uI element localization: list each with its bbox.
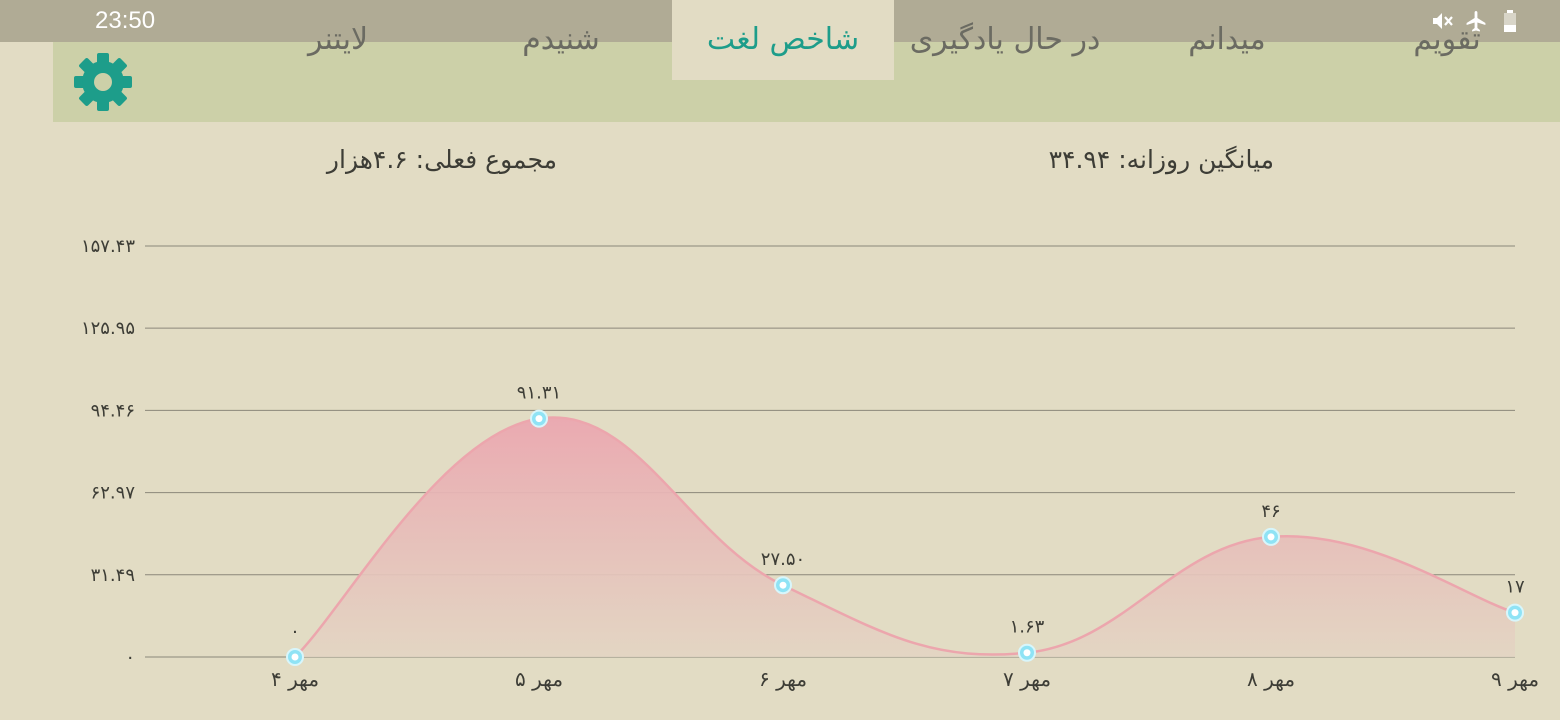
data-point-center [1267, 533, 1275, 541]
status-icons [1430, 9, 1522, 33]
y-tick-label: ۱۲۵.۹۵ [81, 318, 135, 339]
y-tick-label: ۹۴.۴۶ [91, 400, 135, 421]
mute-icon [1430, 9, 1454, 33]
data-label: ۰ [290, 621, 300, 642]
tab-heard[interactable]: شنیدم [522, 22, 600, 57]
x-tick-label: ۶ مهر [759, 667, 807, 691]
x-tick-label: ۵ مهر [515, 667, 563, 691]
x-tick-label: ۸ مهر [1247, 667, 1295, 691]
data-label: ۹۱.۳۱ [517, 383, 561, 404]
data-label: ۱۷ [1505, 577, 1525, 598]
gear-icon [74, 53, 132, 111]
tab-calendar[interactable]: تقویم [1413, 22, 1481, 57]
current-total: مجموع فعلی: ۴.۶هزار [326, 145, 557, 174]
x-tick-label: ۹ مهر [1491, 667, 1539, 691]
settings-button[interactable] [73, 52, 133, 112]
word-index-chart: ۰ ۳۱.۴۹ ۶۲.۹۷ ۹۴.۴۶ ۱۲۵.۹۵ ۱۵۷.۴۳ ۰ ۴ مهر ۹۱.۳۱… [81, 236, 1539, 691]
data-label: ۴۶ [1261, 501, 1280, 522]
data-point-center [1511, 609, 1519, 617]
series-area [295, 417, 1515, 657]
x-tick-label: ۴ مهر [271, 667, 319, 691]
tab-word-index[interactable]: شاخص لغت [672, 0, 894, 80]
battery-icon [1498, 9, 1522, 33]
data-label: ۱.۶۳ [1010, 617, 1045, 638]
x-tick-label: ۷ مهر [1003, 667, 1051, 691]
data-point-center [535, 415, 543, 423]
series-line [294, 416, 1516, 658]
data-point-center [779, 581, 787, 589]
y-tick-label: ۰ [125, 647, 135, 668]
data-point-center [1023, 649, 1031, 657]
tab-leitner[interactable]: لایتنر [307, 22, 369, 57]
status-time: 23:50 [95, 7, 156, 34]
data-label: ۲۷.۵۰ [761, 549, 805, 570]
y-tick-label: ۱۵۷.۴۳ [81, 236, 135, 257]
data-point-center [291, 653, 299, 661]
airplane-mode-icon [1464, 9, 1488, 33]
y-tick-label: ۳۱.۴۹ [91, 565, 135, 586]
daily-average: میانگین روزانه: ۳۴.۹۴ [1048, 145, 1274, 174]
tab-known[interactable]: میدانم [1188, 22, 1266, 57]
tab-learning[interactable]: در حال یادگیری [909, 22, 1101, 57]
y-tick-label: ۶۲.۹۷ [91, 483, 136, 504]
